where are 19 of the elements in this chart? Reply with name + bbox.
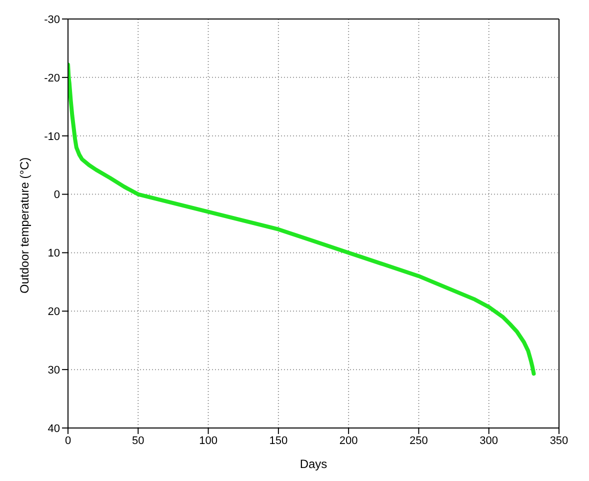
x-tick-label: 200 (339, 434, 358, 447)
x-tick-label: 250 (410, 434, 428, 447)
y-tick-label: -30 (44, 14, 60, 26)
y-tick-label: -10 (44, 130, 60, 143)
line-series (68, 62, 536, 376)
y-tick-label: 10 (48, 248, 60, 260)
y-tick-label: 30 (48, 364, 60, 376)
y-axis-title: Outdoor temperature (°C) (17, 157, 32, 294)
x-tick-label: 50 (132, 434, 144, 447)
x-axis-title: Days (300, 457, 328, 471)
y-tick-label: 0 (54, 189, 60, 202)
x-tick-label: 300 (480, 434, 498, 447)
x-tick-label: 0 (64, 434, 72, 447)
y-tick-label: -20 (44, 72, 60, 84)
x-tick-label: 100 (199, 434, 218, 447)
y-tick-label: 40 (48, 422, 60, 435)
x-tick-label: 150 (269, 434, 288, 447)
y-tick-label: 20 (48, 306, 60, 318)
x-tick-label: 350 (550, 434, 568, 447)
